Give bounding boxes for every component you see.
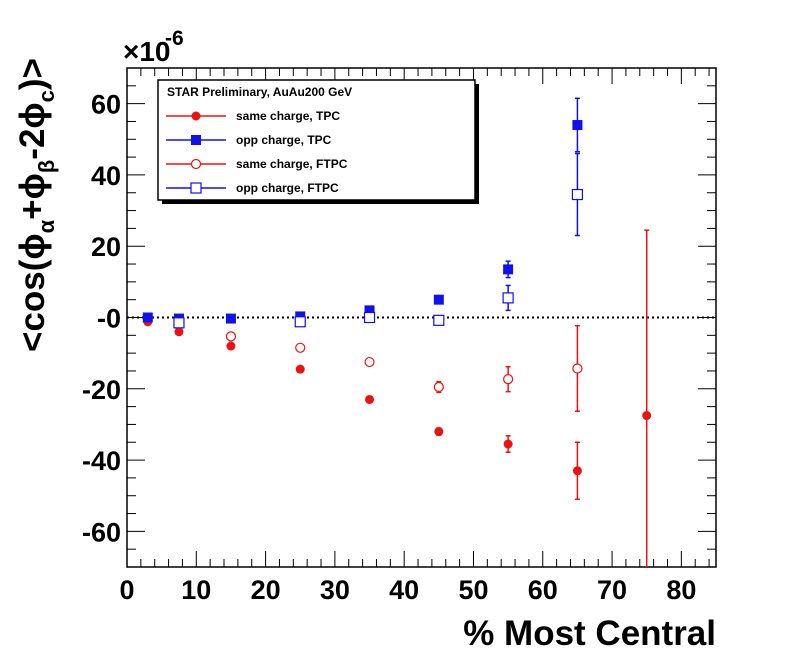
data-point	[503, 374, 514, 385]
y-tick-label: -60	[82, 517, 121, 547]
legend-entry: opp charge, FTPC	[166, 181, 339, 195]
ylabel-suffix: )>	[13, 58, 52, 90]
data-point	[364, 356, 375, 368]
y-exponent-power: -6	[165, 27, 184, 50]
y-tick-label: -40	[82, 446, 121, 476]
legend-label: same charge, TPC	[236, 109, 340, 123]
axis-ticks-group	[126, 67, 716, 568]
ylabel-prefix: <cos(	[13, 259, 52, 352]
legend-entry: same charge, TPC	[166, 109, 340, 123]
legend-entries: same charge, TPC opp charge, TPC same char…	[166, 109, 348, 195]
data-point	[142, 312, 153, 323]
data-point	[502, 292, 514, 304]
y-exponent-base: ×10	[123, 36, 171, 67]
ylabel-sub-alpha: α	[34, 219, 59, 233]
data-point	[503, 439, 513, 449]
y-axis-title: <cos(ϕα+ϕβ-2ϕc)>	[13, 58, 59, 352]
x-tick-label: 0	[119, 575, 134, 605]
data-point	[225, 313, 236, 324]
ylabel-phi-3: ϕ	[13, 102, 52, 128]
ylabel-plus: +	[13, 199, 52, 219]
y-tick-label: -0	[97, 304, 121, 334]
data-point	[364, 305, 375, 316]
data-point	[225, 331, 237, 342]
ylabel-minus-2: -2	[13, 129, 52, 160]
legend-label: opp charge, FTPC	[236, 181, 339, 195]
x-tick-label: 40	[389, 575, 419, 605]
data-point	[434, 427, 444, 437]
data-point	[642, 411, 652, 421]
data-point	[173, 317, 185, 329]
legend-title: STAR Preliminary, AuAu200 GeV	[167, 85, 352, 99]
data-point	[433, 381, 444, 393]
y-tick-label: -20	[82, 375, 121, 405]
ylabel-sub-c: c	[34, 90, 59, 102]
legend-marker	[191, 135, 201, 145]
data-point	[363, 311, 376, 324]
x-tick-label: 60	[528, 575, 558, 605]
data-point	[226, 341, 236, 351]
series-same-charge-tpc	[143, 229, 652, 567]
data-point	[571, 188, 584, 201]
y-tick-label: 60	[91, 90, 121, 120]
x-tick-label: 20	[251, 575, 281, 605]
data-point	[572, 363, 583, 374]
legend-label: same charge, FTPC	[236, 157, 348, 171]
x-tick-label: 70	[597, 575, 627, 605]
svg-text:<cos(ϕα+ϕβ-2ϕc)>: <cos(ϕα+ϕβ-2ϕc)>	[13, 58, 59, 352]
legend-marker	[190, 182, 202, 194]
y-tick-label: 40	[91, 161, 121, 191]
data-point	[295, 364, 305, 374]
x-tick-label: 30	[320, 575, 350, 605]
x-tick-label: 80	[666, 575, 696, 605]
ylabel-phi-2: ϕ	[13, 173, 52, 199]
legend-label: opp charge, TPC	[236, 133, 332, 147]
tick-labels-group: 0 10 20 30 40 50 60 70 80 -60 -40 -20 -0 20 40 60	[82, 90, 696, 605]
legend-entry: same charge, FTPC	[166, 157, 348, 171]
data-point	[365, 394, 375, 404]
x-tick-label: 50	[458, 575, 488, 605]
data-point	[572, 120, 583, 131]
data-point	[294, 316, 306, 328]
data-point	[433, 314, 445, 326]
data-point	[503, 264, 514, 275]
legend-marker	[190, 158, 202, 170]
data-point	[174, 327, 184, 337]
data-point	[295, 342, 306, 353]
x-axis-title: % Most Central	[463, 614, 716, 653]
y-tick-label: 20	[91, 232, 121, 262]
ylabel-sub-beta: β	[34, 160, 59, 173]
x-tick-label: 10	[181, 575, 211, 605]
ylabel-phi-1: ϕ	[13, 233, 52, 259]
data-point	[572, 466, 582, 476]
legend: STAR Preliminary, AuAu200 GeV same charg…	[157, 79, 479, 204]
legend-entry: opp charge, TPC	[166, 133, 332, 147]
data-point	[433, 294, 444, 305]
series-layer	[142, 97, 652, 567]
series-same-charge-ftpc	[173, 319, 583, 412]
series-opp-charge-ftpc	[173, 152, 584, 329]
legend-marker	[191, 111, 201, 121]
